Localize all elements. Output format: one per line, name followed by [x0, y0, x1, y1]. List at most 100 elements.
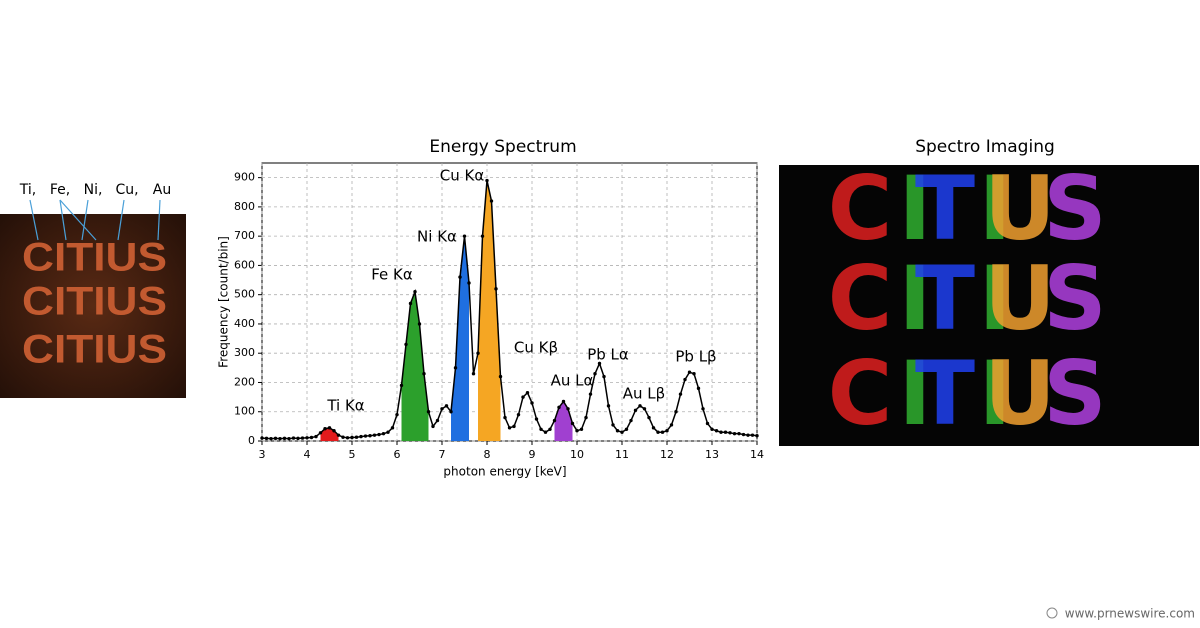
chart-title: Energy Spectrum	[429, 137, 576, 157]
data-point	[372, 433, 377, 437]
data-point	[588, 392, 593, 396]
photo-label: Au	[153, 182, 171, 198]
data-point	[341, 435, 345, 439]
imaging-letter: T	[915, 247, 975, 350]
data-point	[539, 427, 543, 431]
x-axis-label: photon energy [keV]	[443, 465, 566, 479]
data-point	[485, 178, 489, 183]
y-tick-label: 500	[234, 288, 255, 301]
data-point	[755, 434, 759, 438]
data-point	[584, 415, 588, 420]
data-point	[683, 377, 687, 382]
photo-label: Ni,	[84, 182, 103, 198]
data-point	[318, 431, 323, 435]
y-tick-label: 900	[234, 171, 255, 184]
data-point	[282, 436, 287, 441]
data-point	[422, 371, 426, 376]
data-point	[575, 429, 579, 433]
data-point	[692, 371, 696, 376]
data-point	[458, 275, 462, 279]
x-tick-label: 12	[660, 448, 674, 461]
x-tick-label: 13	[705, 448, 719, 461]
photo-text: CITIUS	[22, 280, 167, 324]
imaging-letter: T	[915, 342, 975, 445]
data-point	[705, 421, 710, 426]
data-point	[579, 427, 584, 431]
peak-label: Fe Kα	[371, 266, 413, 284]
peak-label: Pb Lβ	[675, 348, 716, 366]
data-point	[737, 431, 741, 436]
x-tick-label: 6	[394, 448, 401, 461]
imaging-letter: S	[1043, 247, 1106, 350]
data-point	[480, 234, 485, 238]
imaging-title: Spectro Imaging	[915, 137, 1055, 157]
data-point	[489, 199, 494, 203]
data-point	[656, 430, 660, 434]
peak-label: Cu Kα	[440, 167, 485, 185]
imaging-letter: I	[979, 157, 1012, 260]
x-tick-label: 9	[529, 448, 536, 461]
x-tick-label: 14	[750, 448, 764, 461]
x-tick-label: 3	[259, 448, 266, 461]
x-tick-label: 4	[304, 448, 311, 461]
data-point	[296, 436, 300, 441]
data-point	[642, 407, 647, 411]
data-point	[386, 430, 390, 434]
data-point	[548, 427, 552, 431]
data-point	[408, 301, 413, 306]
data-point	[566, 407, 570, 411]
imaging-letter: I	[979, 247, 1012, 350]
data-point	[665, 429, 669, 433]
imaging-letter: T	[915, 157, 975, 260]
data-point	[629, 418, 633, 423]
peak-label: Ti Kα	[326, 397, 364, 415]
data-point	[368, 434, 372, 438]
data-point	[336, 433, 341, 437]
data-point	[453, 366, 458, 370]
photo-label: Cu,	[115, 182, 138, 198]
data-point	[570, 421, 575, 426]
x-tick-label: 10	[570, 448, 584, 461]
data-point	[723, 430, 728, 434]
data-point	[552, 418, 557, 423]
data-point	[440, 407, 444, 411]
data-point	[719, 430, 723, 434]
watermark-icon	[1046, 607, 1058, 619]
data-point	[287, 436, 291, 441]
data-point	[611, 423, 615, 427]
data-point	[350, 435, 354, 440]
data-point	[624, 427, 629, 431]
watermark: www.prnewswire.com	[1065, 607, 1195, 621]
data-point	[291, 436, 296, 440]
imaging-letter: I	[899, 342, 932, 445]
data-point	[750, 433, 755, 437]
imaging-letter: S	[1043, 342, 1106, 445]
peak-fill	[451, 236, 469, 441]
data-point	[300, 436, 305, 440]
data-point	[669, 423, 674, 427]
peak-label: Au Lα	[551, 372, 594, 390]
data-point	[278, 436, 282, 441]
data-point	[674, 410, 678, 414]
data-point	[314, 434, 318, 439]
peak-label: Pb Lα	[587, 346, 629, 364]
data-point	[395, 412, 399, 417]
y-tick-label: 0	[248, 434, 255, 447]
data-point	[561, 399, 566, 404]
imaging-letter: U	[984, 157, 1055, 260]
y-axis-label: Frequency [count/bin]	[217, 236, 231, 368]
y-tick-label: 300	[234, 346, 255, 359]
data-point	[507, 426, 512, 430]
y-tick-label: 100	[234, 405, 255, 418]
data-point	[714, 429, 719, 433]
data-point	[696, 386, 701, 391]
data-point	[597, 361, 602, 366]
photo-label: Fe,	[50, 182, 70, 198]
peak-label: Ni Kα	[417, 228, 457, 246]
data-point	[471, 371, 476, 376]
data-point	[435, 418, 440, 423]
data-point	[426, 410, 431, 414]
data-point	[390, 426, 395, 430]
data-point	[593, 371, 597, 376]
